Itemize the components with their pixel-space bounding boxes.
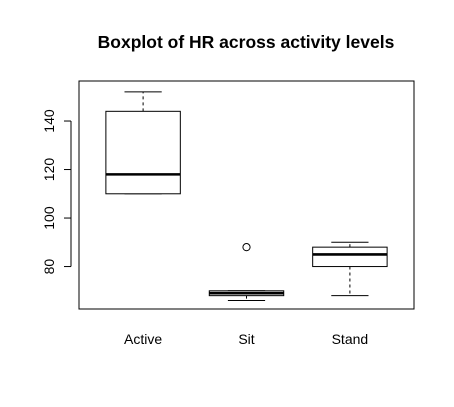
y-tick-label: 140 <box>41 109 57 133</box>
y-tick-label: 80 <box>41 259 57 275</box>
box-iqr <box>313 247 387 266</box>
outlier-point <box>243 244 250 251</box>
box-stand <box>313 242 387 295</box>
x-axis: Active Sit Stand <box>124 331 368 347</box>
x-tick-label-stand: Stand <box>332 331 369 347</box>
y-tick-label: 100 <box>41 206 57 230</box>
y-axis: 80 100 120 140 <box>41 109 71 274</box>
box-active <box>106 92 180 194</box>
chart-title: Boxplot of HR across activity levels <box>98 32 395 52</box>
box-sit <box>209 244 283 301</box>
box-series <box>106 92 387 301</box>
y-tick-label: 120 <box>41 158 57 182</box>
x-tick-label-active: Active <box>124 331 162 347</box>
box-iqr <box>106 111 180 193</box>
x-tick-label-sit: Sit <box>238 331 254 347</box>
